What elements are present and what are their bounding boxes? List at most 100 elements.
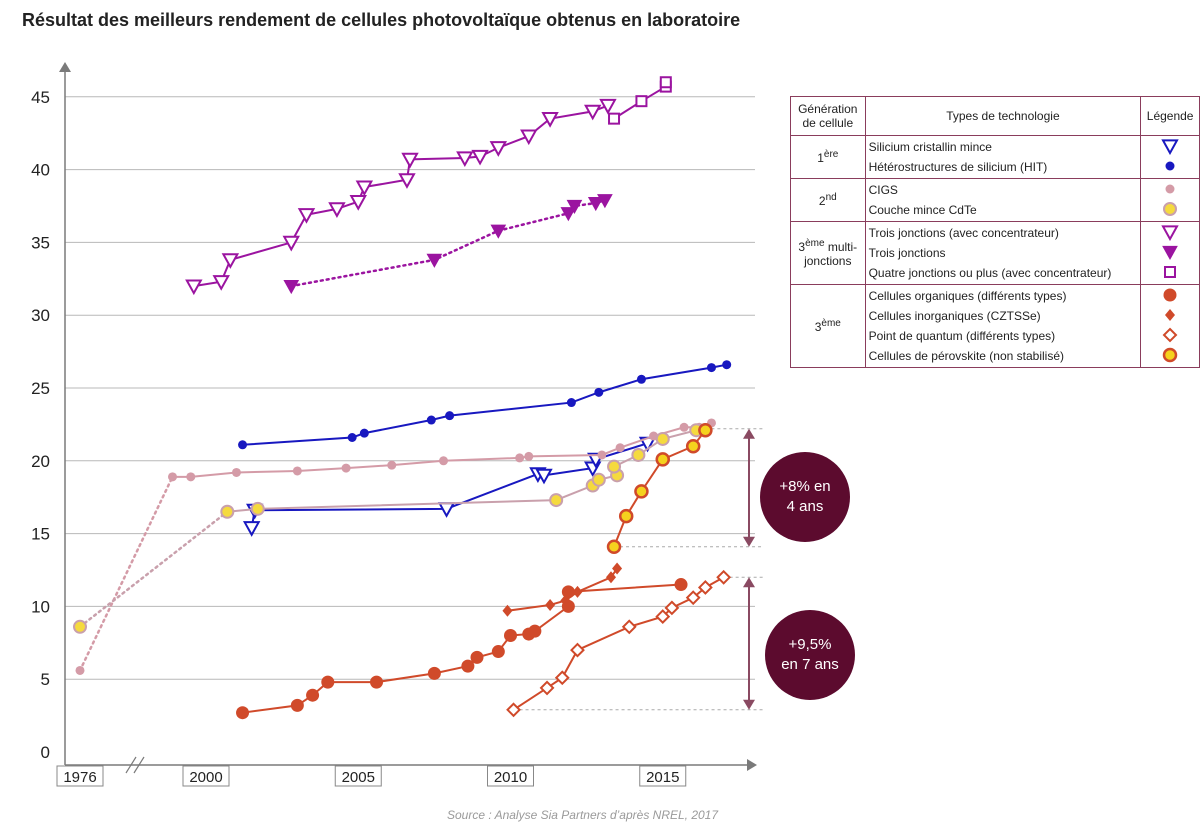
data-point [697,580,713,595]
data-point [1163,288,1177,302]
data-point [554,670,570,686]
data-point [186,472,196,482]
data-point [608,112,621,125]
bubble-line-1: +8% en [779,478,831,495]
legend-types-2: CIGS Couche mince CdTe [864,178,1142,222]
legend-item: Cellules de pérovskite (non stabilisé) [868,349,1065,363]
y-tick-label: 30 [31,306,50,325]
x-tick-box [334,765,382,787]
y-tick-label: 20 [31,452,50,471]
data-point [456,151,474,168]
data-point [566,398,576,408]
axis-break-mark [133,756,145,774]
legend-header-generation: Génération de cellule [790,96,866,136]
data-point [722,360,732,370]
series-0 [185,98,617,296]
source-note: Source : Analyse Sia Partners d’après NR… [447,808,719,822]
data-point [584,104,602,121]
x-tick-label: 2005 [342,769,375,786]
data-point [607,459,622,474]
data-point [427,666,441,680]
data-point [560,207,577,222]
data-point [572,585,583,598]
data-point [328,202,346,218]
x-tick-label: 2000 [189,769,222,786]
circle-filled-icon [1165,184,1175,194]
data-point [570,642,585,658]
data-point [445,411,455,421]
data-point [1163,202,1178,216]
data-point [401,152,419,169]
x-tick-box [182,765,230,787]
data-point [659,76,672,89]
data-point [290,698,304,712]
legend-item: Quatre jonctions ou plus (avec concentra… [868,266,1112,280]
data-point [698,422,713,438]
series-3 [242,436,657,537]
legend-group-4: 3ème Cellules organiques (différents typ… [790,284,1200,368]
gen-sup: ère [823,149,839,160]
data-point [297,208,316,224]
data-point [341,463,351,473]
gen-sup: ème [805,238,825,249]
data-point [306,688,320,702]
data-point [282,235,300,252]
data-point [489,141,508,157]
series-7 [236,578,688,720]
legend-markers-2 [1140,178,1200,222]
data-point [470,650,484,664]
gen-sup: nd [825,192,837,203]
legend-item: Trois jonctions (avec concentrateur) [868,226,1059,240]
legend-item: Couche mince CdTe [868,203,977,217]
data-point [73,619,87,634]
data-point [655,431,670,446]
data-point [250,501,265,516]
growth-arrow-head [743,699,755,710]
data-point [185,279,203,296]
legend-header-types: Types de technologie [864,96,1142,136]
data-point [618,508,634,524]
legend-table: Génération de cellule Types de technolog… [790,96,1200,368]
data-point [212,275,230,291]
y-tick-label: 25 [31,379,50,398]
data-point [461,659,475,673]
x-axis-arrow [747,759,757,771]
data-point [685,590,701,606]
data-point [1164,266,1177,278]
data-point [539,680,555,696]
chart-title: Résultat des meilleurs rendement de cell… [22,10,741,30]
y-axis-arrow [59,62,71,72]
data-point [612,562,623,575]
data-point [471,149,489,166]
data-point [236,706,250,720]
series-line [242,363,727,446]
legend-generation-2: 2nd [790,178,866,222]
circle-filled-icon [1165,161,1175,171]
x-tick-label: 2015 [646,769,679,786]
bubble-line-2: en 7 ans [781,656,839,673]
legend-item: Cellules inorganiques (CZTSSe) [868,309,1041,323]
data-point [292,466,302,476]
data-point [426,253,443,268]
data-point [220,504,235,519]
legend-markers-1 [1140,135,1200,179]
data-point [1162,245,1178,261]
gen-base: 3 [814,320,822,334]
data-point [706,363,716,373]
data-point [1161,225,1179,242]
growth-arrow-head [743,536,755,547]
data-point [504,629,517,643]
data-point [1165,184,1175,194]
data-point [359,428,369,438]
series-line [193,104,609,288]
data-point [594,387,604,397]
data-point [1165,309,1176,321]
diamond-filled-icon [1165,309,1176,321]
data-point [528,624,542,638]
series-layer [73,76,732,720]
data-point [398,173,416,189]
data-point [439,456,449,466]
data-point [549,493,564,508]
data-point [1165,161,1175,171]
data-point [621,619,637,635]
